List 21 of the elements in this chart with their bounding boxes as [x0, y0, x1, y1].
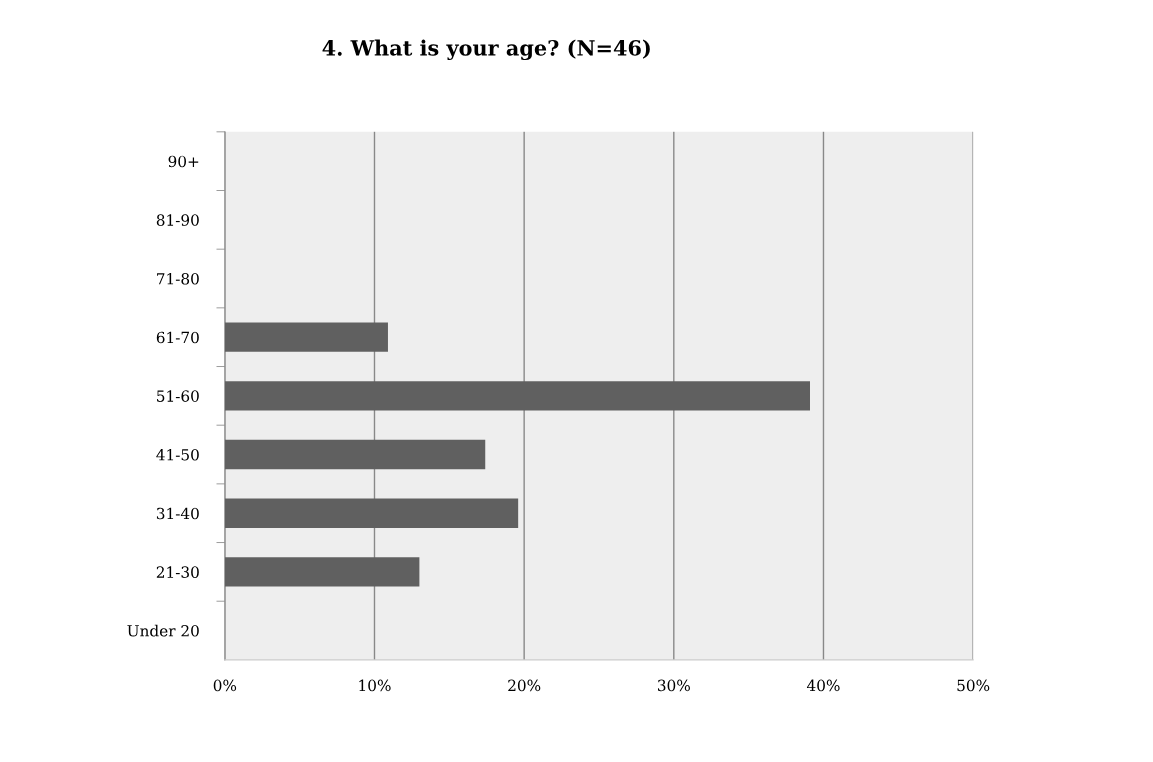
y-tick-label: 31-40 — [156, 507, 199, 520]
chart-title: 4. What is your age? (N=46) — [322, 39, 650, 61]
bar — [224, 381, 810, 411]
x-tick-label: 10% — [359, 679, 391, 692]
x-tick-label: 40% — [806, 679, 840, 692]
y-tick-label: 21-30 — [156, 566, 199, 578]
bar — [224, 322, 388, 352]
y-tick-label: 51-60 — [157, 390, 199, 402]
y-tick-label: 71-80 — [157, 272, 199, 285]
y-tick-label: 90+ — [168, 155, 199, 168]
x-tick-label: 50% — [957, 679, 990, 692]
bar — [224, 498, 519, 528]
y-tick-label: 61-70 — [156, 331, 199, 344]
x-tick-label: 30% — [658, 679, 690, 692]
y-tick-label: 41-50 — [156, 449, 199, 461]
x-tick-label: 0% — [213, 679, 237, 692]
y-tick-label: 81-90 — [156, 214, 199, 226]
bar — [224, 439, 486, 470]
y-tick-label: Under 20 — [127, 624, 199, 637]
x-tick-label: 20% — [508, 679, 541, 692]
bar — [224, 557, 420, 587]
